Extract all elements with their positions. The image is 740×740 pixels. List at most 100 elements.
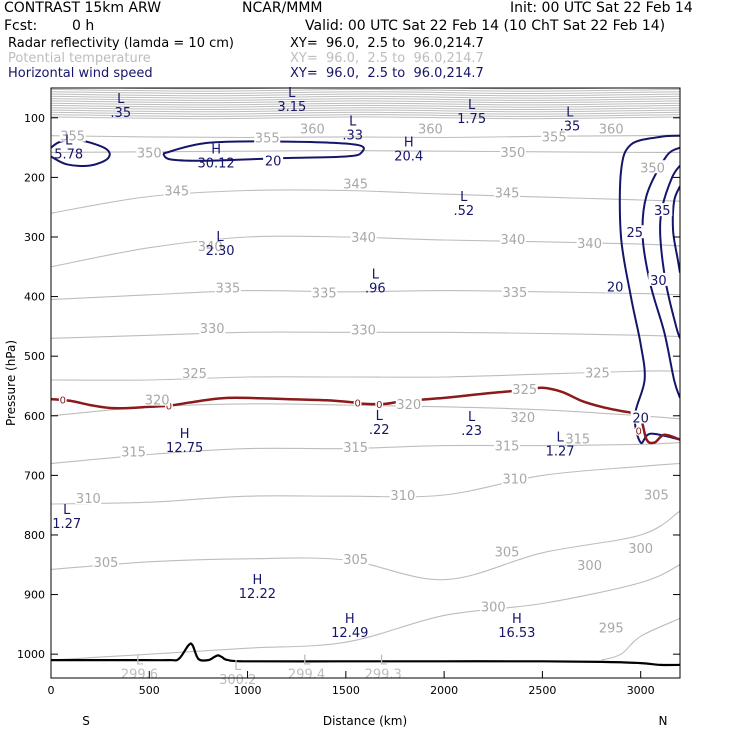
theta-label: 350 xyxy=(640,161,665,176)
extremum-type: L xyxy=(556,430,564,445)
theta-label: 335 xyxy=(215,282,240,297)
theta-label: 360 xyxy=(300,123,325,138)
theta-label: 355 xyxy=(60,130,85,145)
theta-contour-315 xyxy=(51,442,680,465)
theta-label-bg xyxy=(480,599,507,613)
theta-label-bg xyxy=(494,544,521,558)
x-axis-label: Distance (km) xyxy=(323,714,407,728)
extremum-type: L xyxy=(63,503,71,518)
wind-label: 20 xyxy=(607,280,624,295)
theta-label-bg xyxy=(136,145,163,159)
theta-label: 345 xyxy=(495,186,520,201)
stratosphere-contour-band xyxy=(51,88,680,120)
extremum-type: H xyxy=(253,573,263,588)
theta-label-bg xyxy=(59,128,86,142)
x-tick-label: 0 xyxy=(48,684,55,697)
wind-label-bg xyxy=(624,225,645,239)
extremum-type: H xyxy=(211,143,221,158)
theta-label: 350 xyxy=(137,146,162,161)
stratosphere-contour-line xyxy=(51,98,680,101)
theta-contour-355 xyxy=(51,134,680,139)
theta-label-bg xyxy=(627,541,654,555)
extremum-value: 1.75 xyxy=(457,112,486,127)
theta-contour-295 xyxy=(601,617,680,661)
theta-label: 315 xyxy=(121,446,146,461)
theta-label: 325 xyxy=(512,383,537,398)
stratosphere-contour-line xyxy=(51,114,680,117)
theta-label-bg xyxy=(564,431,591,445)
theta-label-bg xyxy=(214,280,241,294)
theta-label: 305 xyxy=(94,556,119,571)
wind-contour-25 xyxy=(641,146,680,399)
extremum-value: 30.12 xyxy=(198,157,235,172)
theta-label-bg xyxy=(299,121,326,135)
x-tick-label: 1000 xyxy=(234,684,262,697)
extremum-value: 12.22 xyxy=(239,587,276,602)
theta-label: 305 xyxy=(644,488,669,503)
valid-time: Valid: 00 UTC Sat 22 Feb 14 (10 ChT Sat … xyxy=(305,18,666,34)
freezing-label: 0 xyxy=(60,396,66,407)
y-tick-label: 300 xyxy=(24,231,45,244)
surface-line xyxy=(51,642,680,667)
theta-label: 335 xyxy=(312,286,337,301)
stratosphere-contour-line xyxy=(51,88,680,92)
theta-label: 300 xyxy=(481,600,506,615)
theta-label-bg xyxy=(350,322,377,336)
extremum-value: 299.6 xyxy=(121,667,158,682)
stratosphere-contour-line xyxy=(51,107,680,111)
theta-label: 360 xyxy=(418,123,443,138)
theta-contour-310 xyxy=(51,462,680,505)
extremum-value: .96 xyxy=(365,282,386,297)
extremum-value: 300.2 xyxy=(219,673,256,688)
theta-label: 315 xyxy=(343,441,368,456)
wind-label-bg xyxy=(652,203,673,217)
theta-label-bg xyxy=(499,144,526,158)
theta-label: 305 xyxy=(495,546,520,561)
x-tick-label: 1500 xyxy=(332,684,360,697)
theta-label: 310 xyxy=(76,492,101,507)
theta-label-bg xyxy=(181,365,208,379)
theta-contour-300 xyxy=(51,564,680,661)
extremum-value: .35 xyxy=(560,120,581,135)
extremum-type: L xyxy=(216,230,224,245)
extremum-value: 12.75 xyxy=(166,441,203,456)
theta-label-bg xyxy=(144,392,171,406)
theta-label-bg xyxy=(75,491,102,505)
wind-label: 25 xyxy=(627,226,644,241)
theta-contour-305 xyxy=(51,510,680,581)
theta-label-bg xyxy=(501,471,528,485)
y-tick-label: 100 xyxy=(24,112,45,125)
theta-label-bg xyxy=(395,396,422,410)
freezing-label-bg xyxy=(375,398,384,409)
theta-label-bg xyxy=(494,185,521,199)
wind-label-bg xyxy=(630,410,651,424)
y-tick-label: 700 xyxy=(24,469,45,482)
x-tick-label: 3000 xyxy=(627,684,655,697)
init-time: Init: 00 UTC Sat 22 Feb 14 xyxy=(510,0,693,16)
theta-label: 310 xyxy=(390,489,415,504)
extremum-value: .52 xyxy=(453,204,474,219)
field-reflectivity-xy: XY= 96.0, 2.5 to 96.0,214.7 xyxy=(290,36,484,51)
y-tick-label: 600 xyxy=(24,410,45,423)
forecast-label: Fcst: xyxy=(4,18,38,34)
extremum-type: L xyxy=(566,106,574,121)
y-tick-label: 400 xyxy=(24,291,45,304)
y-tick-label: 200 xyxy=(24,171,45,184)
extremum-value: 16.53 xyxy=(498,626,535,641)
extremum-type: L xyxy=(234,659,242,674)
theta-contour-345 xyxy=(51,189,680,214)
x-tick-label: 500 xyxy=(139,684,160,697)
wind-contour-35 xyxy=(671,185,680,273)
wind-contour-30 xyxy=(659,164,680,339)
wind-label-bg xyxy=(648,272,669,286)
extremum-value: .22 xyxy=(369,423,390,438)
theta-label-bg xyxy=(576,235,603,249)
extremum-type: L xyxy=(288,86,296,101)
extremum-type: H xyxy=(345,612,355,627)
wind-label: 35 xyxy=(654,204,671,219)
extremum-type: L xyxy=(372,268,380,283)
wind-label: 30 xyxy=(650,274,667,289)
theta-label: 305 xyxy=(343,553,368,568)
theta-label-bg xyxy=(643,487,670,501)
